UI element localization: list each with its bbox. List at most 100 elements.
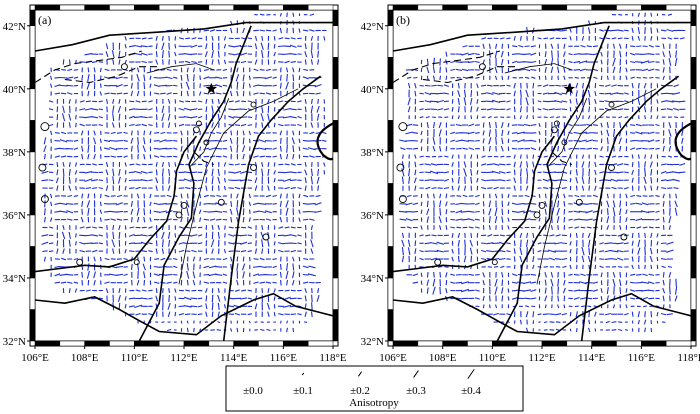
anisotropy-bar bbox=[492, 163, 500, 166]
anisotropy-bar bbox=[482, 295, 485, 302]
anisotropy-bar bbox=[56, 185, 59, 191]
anisotropy-bar bbox=[168, 239, 171, 247]
anisotropy-bar bbox=[569, 36, 572, 41]
anisotropy-bar bbox=[118, 248, 121, 254]
anisotropy-bar bbox=[631, 27, 634, 34]
anisotropy-bar bbox=[575, 115, 578, 120]
anisotropy-bar bbox=[155, 59, 159, 65]
anisotropy-bar bbox=[236, 90, 239, 97]
dashed-boundary bbox=[393, 50, 500, 83]
anisotropy-bar bbox=[273, 177, 276, 183]
anisotropy-bar bbox=[259, 29, 266, 32]
anisotropy-bar bbox=[197, 242, 203, 245]
anisotropy-bar bbox=[267, 168, 270, 176]
anisotropy-bar bbox=[228, 233, 235, 237]
anisotropy-bar bbox=[538, 130, 541, 135]
anisotropy-bar bbox=[405, 131, 414, 135]
anisotropy-bar bbox=[588, 97, 591, 106]
anisotropy-bar bbox=[648, 281, 655, 285]
anisotropy-bar bbox=[624, 29, 629, 32]
anisotropy-bar bbox=[261, 161, 264, 167]
anisotropy-bar bbox=[160, 131, 166, 135]
anisotropy-bar bbox=[248, 193, 251, 199]
anisotropy-bar bbox=[426, 75, 429, 81]
anisotropy-bar bbox=[248, 130, 251, 136]
anisotropy-bar bbox=[109, 210, 118, 213]
anisotropy-bar bbox=[555, 186, 561, 190]
anisotropy-bar bbox=[405, 218, 413, 222]
anisotropy-bar bbox=[66, 202, 74, 205]
anisotropy-bar bbox=[412, 273, 419, 277]
anisotropy-bar bbox=[168, 42, 170, 50]
anisotropy-bar bbox=[240, 250, 247, 253]
anisotropy-bar bbox=[507, 122, 510, 128]
anisotropy-bar bbox=[668, 145, 672, 152]
anisotropy-bar bbox=[643, 319, 647, 325]
legend-bar bbox=[301, 372, 305, 376]
anisotropy-bar bbox=[636, 273, 642, 276]
anisotropy-bar bbox=[60, 155, 67, 158]
anisotropy-bar bbox=[190, 179, 198, 182]
anisotropy-bar bbox=[159, 139, 167, 143]
anisotropy-bar bbox=[414, 161, 417, 168]
anisotropy-bar bbox=[587, 305, 592, 308]
anisotropy-bar bbox=[174, 288, 177, 293]
anisotropy-bar bbox=[443, 100, 449, 103]
anisotropy-bar bbox=[557, 286, 559, 295]
anisotropy-bar bbox=[599, 234, 604, 237]
anisotropy-bar bbox=[401, 161, 404, 168]
anisotropy-bar bbox=[400, 147, 406, 151]
anisotropy-bar bbox=[54, 202, 61, 206]
anisotropy-bar bbox=[85, 226, 91, 229]
anisotropy-bar bbox=[228, 115, 235, 119]
anisotropy-bar bbox=[618, 266, 623, 268]
anisotropy-bar bbox=[556, 122, 560, 129]
anisotropy-bar bbox=[61, 231, 66, 240]
anisotropy-bar bbox=[461, 281, 469, 285]
anisotropy-bar bbox=[279, 145, 282, 152]
fault-line bbox=[393, 135, 556, 273]
anisotropy-bar bbox=[637, 97, 641, 106]
anisotropy-bar bbox=[656, 28, 659, 33]
anisotropy-bar bbox=[316, 105, 320, 113]
anisotropy-bar bbox=[547, 249, 556, 253]
anisotropy-bar bbox=[579, 218, 587, 221]
anisotropy-bar bbox=[211, 224, 214, 231]
anisotropy-bar bbox=[260, 42, 264, 50]
anisotropy-bar bbox=[556, 116, 561, 119]
anisotropy-bar bbox=[242, 130, 245, 136]
anisotropy-bar bbox=[241, 289, 247, 292]
anisotropy-bar bbox=[606, 216, 610, 224]
anisotropy-bar bbox=[612, 304, 616, 309]
anisotropy-bar bbox=[118, 98, 121, 104]
anisotropy-bar bbox=[530, 139, 537, 142]
anisotropy-bar bbox=[54, 132, 60, 134]
anisotropy-bar bbox=[655, 139, 660, 142]
anisotropy-bar bbox=[43, 137, 47, 145]
anisotropy-bar bbox=[488, 137, 492, 145]
anisotropy-bar bbox=[630, 289, 636, 292]
anisotropy-bar bbox=[606, 287, 609, 294]
anisotropy-bar bbox=[494, 50, 498, 58]
anisotropy-bar bbox=[662, 75, 665, 80]
anisotropy-bar bbox=[123, 257, 128, 261]
anisotropy-bar bbox=[630, 124, 636, 127]
anisotropy-bar bbox=[228, 53, 235, 56]
anisotropy-bar bbox=[655, 210, 660, 213]
anisotropy-bar bbox=[104, 281, 110, 284]
anisotropy-bar bbox=[199, 193, 202, 199]
anisotropy-bar bbox=[594, 264, 597, 270]
anisotropy-bar bbox=[112, 176, 115, 185]
anisotropy-bar bbox=[192, 130, 196, 136]
anisotropy-bar bbox=[488, 304, 491, 309]
anisotropy-bar bbox=[668, 216, 672, 224]
anisotropy-bar bbox=[648, 297, 655, 300]
anisotropy-bar bbox=[252, 210, 260, 213]
anisotropy-bar bbox=[630, 139, 636, 142]
anisotropy-bar bbox=[155, 185, 158, 191]
anisotropy-bar bbox=[464, 106, 466, 113]
anisotropy-bar bbox=[513, 264, 516, 270]
anisotropy-bar bbox=[286, 12, 288, 17]
anisotropy-bar bbox=[179, 226, 184, 229]
anisotropy-bar bbox=[443, 108, 450, 111]
